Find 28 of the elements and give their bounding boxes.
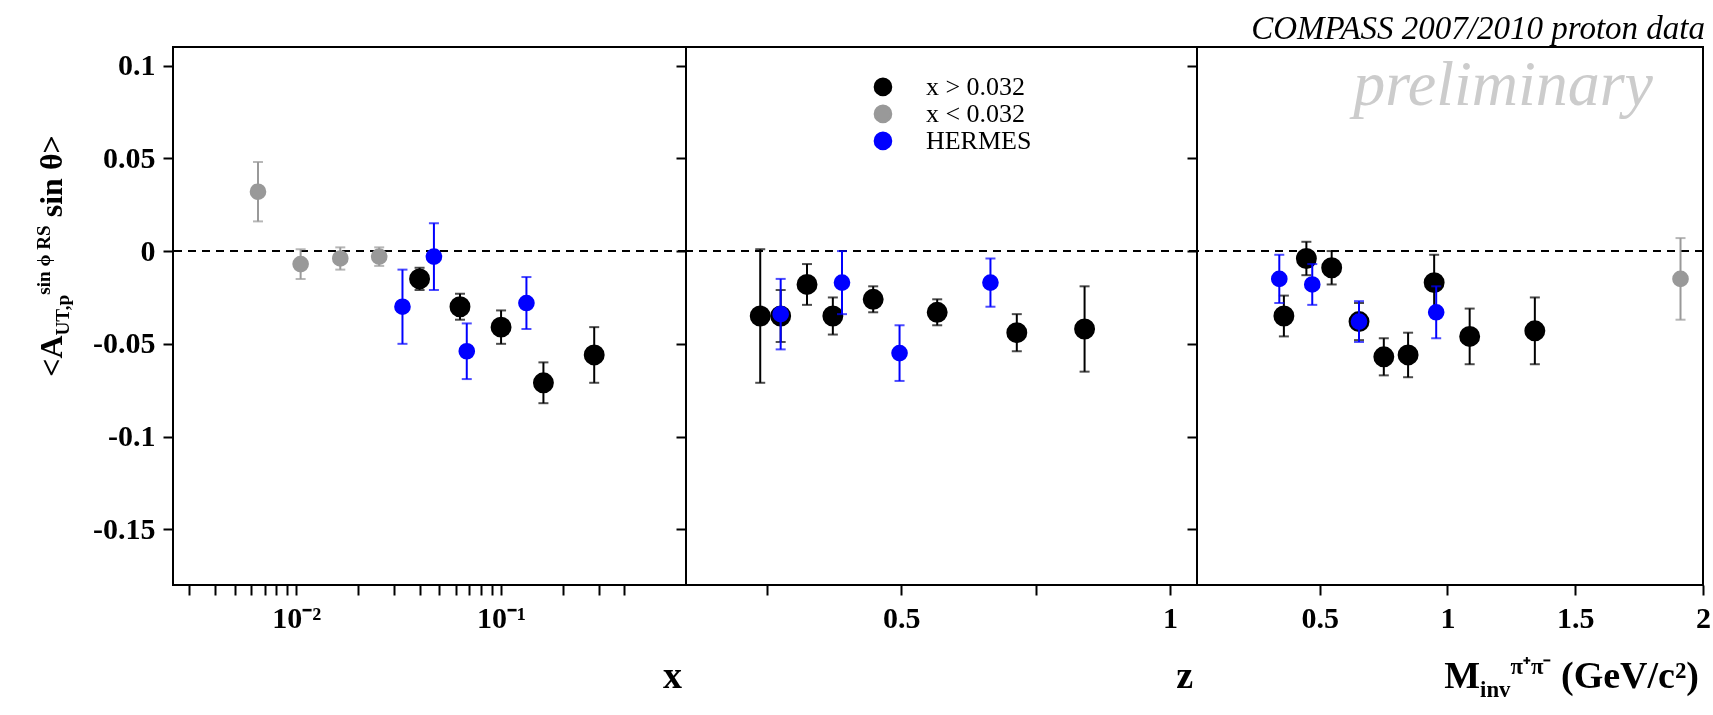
y-tick-label: 0.05 — [103, 140, 156, 174]
x-tick-label: 2 — [1696, 600, 1711, 634]
legend-label: x > 0.032 — [925, 71, 1026, 101]
point — [1270, 270, 1288, 288]
x-axis-title: x — [663, 654, 682, 696]
point — [891, 344, 908, 362]
x-tick-label: 1 — [1163, 600, 1179, 634]
y-tick-label: 0 — [140, 233, 156, 267]
x-tick-label: 1.5 — [1556, 600, 1595, 634]
y-tick-label: -0.15 — [93, 511, 156, 545]
point — [1672, 270, 1689, 288]
point — [1303, 276, 1321, 293]
point — [833, 274, 851, 291]
x-tick-label: 10⁻² — [272, 600, 322, 634]
legend-label: x < 0.032 — [925, 98, 1026, 128]
x-tick-label: 10⁻¹ — [477, 600, 527, 634]
y-tick-label: -0.05 — [93, 326, 156, 360]
x-tick-label: 1 — [1440, 600, 1456, 634]
x-tick-label: 0.5 — [1301, 600, 1339, 634]
point — [1427, 303, 1445, 321]
x-axis-title: z — [1176, 654, 1193, 696]
point — [982, 274, 999, 291]
x-axis-title: M$_{inv}$$^{π⁺π⁻}$ (GeV/c²) — [1444, 654, 1699, 702]
y-tick-label: 0.1 — [118, 48, 156, 82]
chart-title: COMPASS 2007/2010 proton data — [1251, 10, 1705, 46]
x-tick-label: 0.5 — [882, 600, 921, 634]
legend-label: HERMES — [925, 125, 1032, 155]
y-tick-label: -0.1 — [108, 419, 156, 453]
